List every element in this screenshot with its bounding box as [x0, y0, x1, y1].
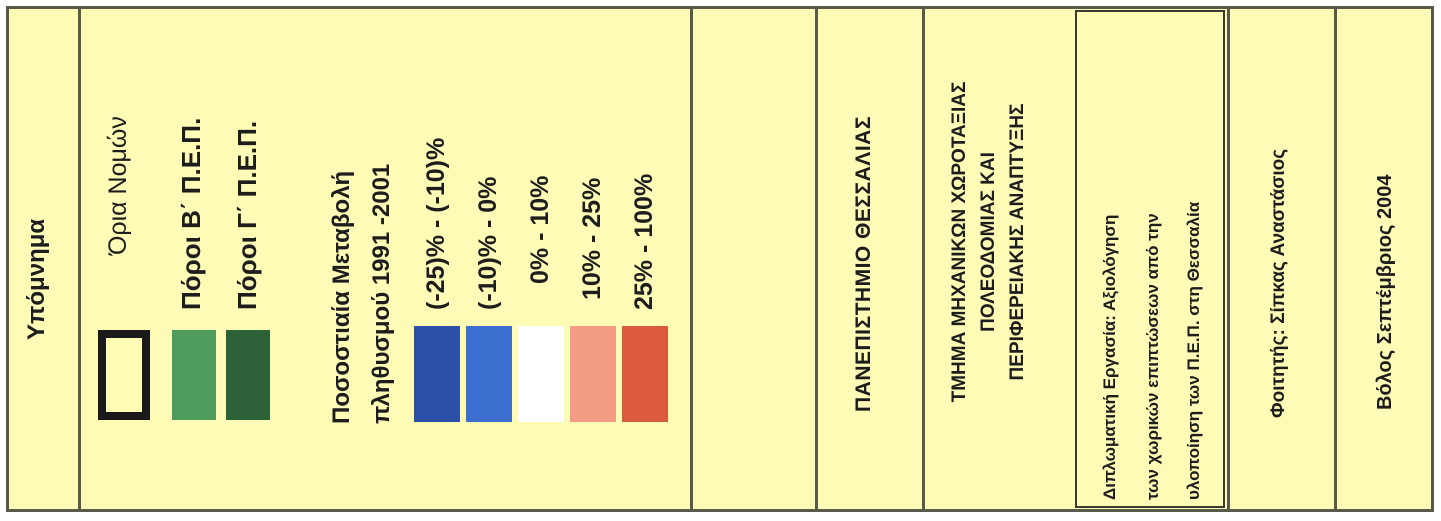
thesis-line-1: Διπλωματική Εργασία: Αξιολόγηση	[1100, 214, 1119, 500]
thesis-line-3: υλοποίηση των Π.Ε.Π. στη Θεσσαλία	[1184, 201, 1203, 500]
department-line-1: ΤΜΗΜΑ ΜΗΧΑΝΙΚΩΝ ΧΩΡΟΤΑΞΙΑΣ	[949, 81, 970, 403]
class-label-4: 10% - 25%	[578, 177, 606, 300]
class-swatch-1	[414, 326, 460, 422]
class-label-3: 0% - 10%	[526, 175, 554, 284]
class-label-2: (-10)% - 0%	[474, 176, 502, 310]
change-title-line2: πληθυσμού 1991 -2001	[368, 163, 395, 424]
class-swatch-2	[466, 326, 512, 422]
class-swatch-4	[570, 326, 616, 422]
divider	[1334, 6, 1337, 512]
legend-title: Υπόμνημα	[23, 218, 50, 340]
class-label-5: 25% - 100%	[630, 173, 658, 310]
class-label-1: (-25)% - (-10)%	[422, 137, 450, 310]
divider	[815, 6, 818, 512]
change-title-line1: Ποσοστιαία Μεταβολή	[328, 170, 355, 424]
divider	[690, 6, 693, 512]
department-line-2: ΠΟΛΕΟΔΟΜΙΑΣ ΚΑΙ	[978, 152, 999, 332]
divider	[922, 6, 925, 512]
thesis-line-2: των χωρικών επιπτώσεων από την	[1143, 213, 1162, 500]
boundary-label: Όρια Νομών	[104, 116, 132, 255]
place-date: Βόλος Σεπτέμβριος 2004	[1374, 174, 1396, 410]
university-name: ΠΑΝΕΠΙΣΤΗΜΙΟ ΘΕΣΣΑΛΙΑΣ	[852, 116, 875, 412]
thesis-box	[1075, 10, 1225, 508]
student-name: Φοιτητής: Σίπκας Αναστάσιος	[1268, 148, 1289, 418]
poroi-g-swatch	[226, 330, 270, 420]
poroi-b-swatch	[172, 330, 216, 420]
poroi-b-label: Πόροι Β΄ Π.Ε.Π.	[176, 117, 206, 310]
poroi-g-label: Πόροι Γ΄ Π.Ε.Π.	[232, 120, 262, 310]
class-swatch-5	[622, 326, 668, 422]
class-swatch-3	[518, 326, 564, 422]
divider	[1227, 6, 1230, 512]
boundary-symbol	[98, 330, 150, 420]
department-line-3: ΠΕΡΙΦΕΡΕΙΑΚΗΣ ΑΝΑΠΤΥΞΗΣ	[1007, 103, 1028, 381]
divider	[78, 6, 81, 512]
